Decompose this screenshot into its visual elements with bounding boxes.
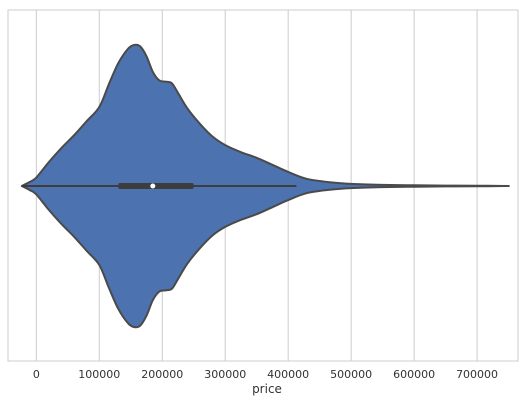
x-tick-label: 300000 — [204, 368, 246, 381]
violin — [20, 43, 510, 329]
x-tick-label: 400000 — [267, 368, 309, 381]
x-tick-labels: 0 100000 200000 300000 400000 500000 600000 700… — [33, 368, 498, 381]
x-tick-label: 100000 — [78, 368, 120, 381]
iqr-box — [118, 183, 194, 189]
x-tick-label: 600000 — [393, 368, 435, 381]
x-tick-label: 500000 — [330, 368, 372, 381]
plot-frame — [7, 9, 519, 362]
median-marker — [150, 183, 156, 189]
x-tick-label: 700000 — [456, 368, 498, 381]
x-axis-label: price — [252, 382, 282, 396]
x-tick-label: 200000 — [141, 368, 183, 381]
x-tick-label: 0 — [33, 368, 40, 381]
